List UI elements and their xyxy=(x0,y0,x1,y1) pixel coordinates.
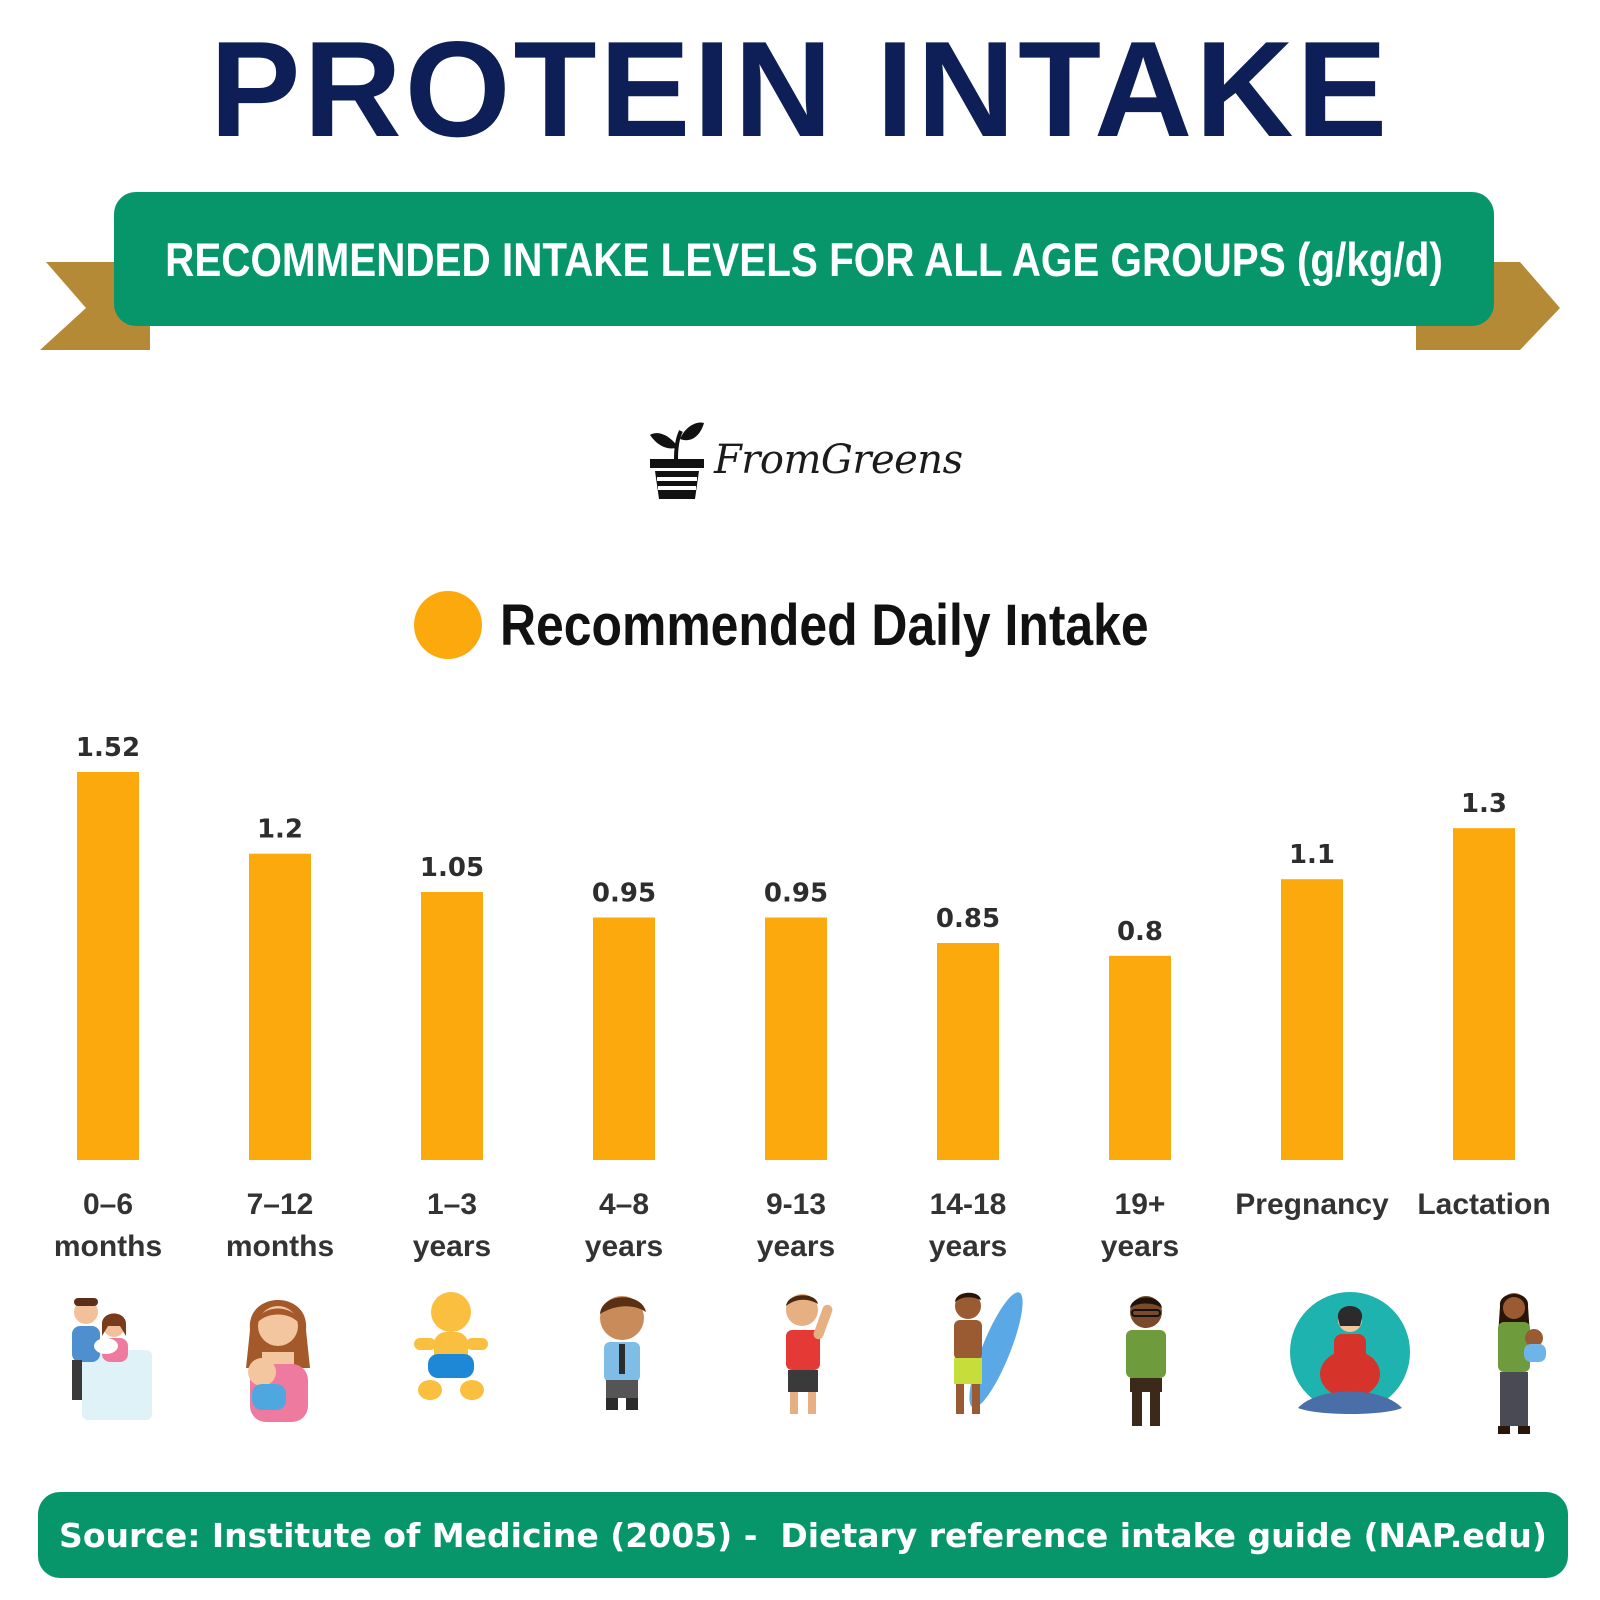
plant-pot-icon xyxy=(650,422,704,499)
age-group-icons xyxy=(0,1290,1600,1465)
bar-2 xyxy=(421,891,483,1160)
source-text: Source: Institute of Medicine (2005) - D… xyxy=(59,1515,1547,1555)
ribbon-banner xyxy=(114,192,1494,326)
ribbon-shape xyxy=(40,192,1560,350)
subtitle-ribbon: RECOMMENDED INTAKE LEVELS FOR ALL AGE GR… xyxy=(0,190,1600,370)
value-label-5: 0.85 xyxy=(936,904,1000,934)
category-label-7: Pregnancy xyxy=(1235,1188,1389,1221)
source-banner: Source: Institute of Medicine (2005) - D… xyxy=(38,1492,1568,1578)
brand-name: FromGreens xyxy=(714,437,963,483)
category-label-1: 7–12 months xyxy=(226,1188,334,1263)
page-subtitle: RECOMMENDED INTAKE LEVELS FOR ALL AGE GR… xyxy=(165,232,1443,286)
bar-8 xyxy=(1453,828,1515,1160)
category-label-0: 0–6 months xyxy=(54,1188,162,1263)
value-label-3: 0.95 xyxy=(592,879,656,909)
mother-carrying-baby-icon xyxy=(1498,1293,1546,1434)
bar-4 xyxy=(765,917,827,1160)
chart-legend: Recommended Daily Intake xyxy=(414,590,1254,660)
value-label-2: 1.05 xyxy=(420,853,484,883)
bar-3 xyxy=(593,917,655,1160)
crawling-baby-icon xyxy=(414,1292,488,1400)
value-label-6: 0.8 xyxy=(1117,917,1163,947)
bar-chart: 1.52 0–6 months 1.2 7–12 months 1.05 1–3 years 0.… xyxy=(54,733,1551,1263)
page-title: PROTEIN INTAKE xyxy=(209,13,1391,165)
category-label-6: 19+ years xyxy=(1101,1188,1179,1263)
value-label-7: 1.1 xyxy=(1289,840,1335,870)
pregnant-woman-icon xyxy=(1290,1292,1410,1414)
adult-man-icon xyxy=(1126,1296,1166,1426)
category-label-4: 9-13 years xyxy=(757,1188,835,1263)
teen-surfer-icon xyxy=(954,1292,1023,1414)
bar-1 xyxy=(249,853,311,1160)
value-label-8: 1.3 xyxy=(1461,789,1507,819)
bar-5 xyxy=(937,943,999,1160)
family-with-newborn-icon xyxy=(72,1298,152,1420)
legend-label: Recommended Daily Intake xyxy=(500,592,1149,658)
legend-swatch xyxy=(414,591,482,659)
waving-child-icon xyxy=(786,1294,833,1414)
brand-logo: FromGreens xyxy=(648,418,963,502)
value-label-1: 1.2 xyxy=(257,815,303,845)
bar-7 xyxy=(1281,879,1343,1160)
schoolboy-icon xyxy=(600,1296,646,1410)
value-label-4: 0.95 xyxy=(764,879,828,909)
category-label-5: 14-18 years xyxy=(929,1188,1007,1263)
bar-6 xyxy=(1109,955,1171,1160)
category-label-2: 1–3 years xyxy=(413,1188,491,1263)
mother-holding-baby-icon xyxy=(246,1300,310,1422)
category-label-8: Lactation xyxy=(1417,1188,1550,1221)
category-label-3: 4–8 years xyxy=(585,1188,663,1263)
value-label-0: 1.52 xyxy=(76,733,140,763)
bar-0 xyxy=(77,772,139,1160)
